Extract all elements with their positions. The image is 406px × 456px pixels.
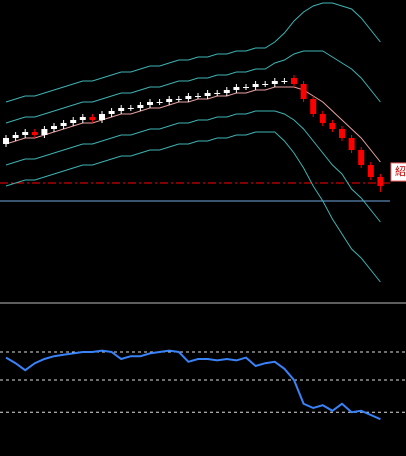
- oscillator-line: [5, 349, 381, 421]
- band-line: [5, 110, 381, 223]
- candle-body: [204, 93, 211, 96]
- candle-body: [60, 123, 67, 126]
- candle-body: [156, 102, 163, 103]
- candle-body: [22, 132, 29, 135]
- candle-body: [319, 114, 326, 123]
- candle-body: [51, 126, 57, 129]
- band-line: [5, 50, 381, 124]
- candle-body: [358, 150, 365, 165]
- candle-body: [41, 129, 48, 135]
- candle-body: [70, 120, 77, 123]
- candle-body: [339, 129, 345, 138]
- candle-body: [214, 93, 221, 94]
- band-line: [5, 86, 381, 163]
- candle-body: [185, 96, 192, 99]
- candle-body: [262, 84, 269, 85]
- candle-body: [195, 96, 201, 97]
- candle-body: [127, 108, 134, 109]
- candle-body: [329, 123, 336, 129]
- candle-body: [291, 78, 297, 84]
- candle-body: [367, 165, 374, 177]
- candle-body: [79, 117, 86, 120]
- price-label-box: [390, 162, 406, 182]
- candle-body: [31, 132, 38, 135]
- candle-body: [147, 102, 153, 105]
- candle-body: [137, 105, 144, 108]
- candle-body: [118, 108, 125, 111]
- candle-body: [223, 90, 230, 93]
- candle-body: [348, 138, 355, 150]
- candle-body: [108, 111, 115, 114]
- candle-body: [89, 117, 96, 120]
- candle-body: [377, 177, 384, 186]
- band-line: [5, 2, 381, 103]
- candle-body: [300, 84, 307, 99]
- candle-body: [99, 114, 105, 120]
- candle-body: [252, 84, 259, 87]
- band-line: [5, 131, 381, 283]
- candle-body: [281, 81, 288, 82]
- candle-body: [12, 135, 19, 138]
- candle-body: [243, 87, 249, 88]
- candle-body: [175, 99, 182, 100]
- price-label: 紹: [395, 165, 406, 178]
- candle-body: [310, 99, 317, 114]
- candle-body: [233, 87, 240, 90]
- candle-body: [271, 81, 278, 84]
- candle-body: [3, 138, 9, 144]
- candle-body: [166, 99, 173, 102]
